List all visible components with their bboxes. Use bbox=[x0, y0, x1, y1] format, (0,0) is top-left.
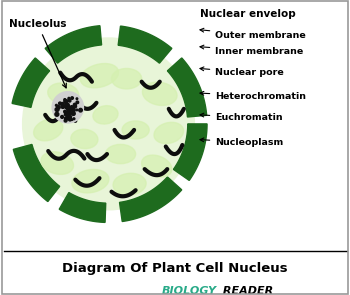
Circle shape bbox=[66, 105, 70, 109]
Ellipse shape bbox=[105, 144, 136, 164]
Circle shape bbox=[64, 105, 67, 107]
Circle shape bbox=[65, 117, 68, 120]
Circle shape bbox=[71, 119, 73, 120]
Circle shape bbox=[57, 106, 60, 109]
Ellipse shape bbox=[41, 152, 74, 174]
Ellipse shape bbox=[142, 82, 177, 105]
Ellipse shape bbox=[93, 106, 118, 124]
Text: Nucleoplasm: Nucleoplasm bbox=[200, 138, 284, 147]
Circle shape bbox=[65, 111, 69, 115]
Circle shape bbox=[69, 107, 71, 110]
Circle shape bbox=[76, 98, 78, 99]
Circle shape bbox=[79, 108, 82, 112]
Circle shape bbox=[65, 100, 68, 102]
Circle shape bbox=[58, 102, 61, 105]
Circle shape bbox=[66, 107, 69, 109]
Polygon shape bbox=[13, 145, 60, 201]
Text: Diagram Of Plant Cell Nucleus: Diagram Of Plant Cell Nucleus bbox=[62, 263, 288, 276]
Circle shape bbox=[70, 116, 72, 118]
Circle shape bbox=[64, 119, 67, 122]
Circle shape bbox=[72, 106, 75, 108]
Circle shape bbox=[55, 112, 59, 116]
Circle shape bbox=[65, 118, 66, 120]
Circle shape bbox=[65, 103, 67, 105]
Ellipse shape bbox=[72, 169, 109, 193]
Ellipse shape bbox=[142, 155, 172, 177]
Text: Heterochromatin: Heterochromatin bbox=[200, 91, 306, 101]
Circle shape bbox=[73, 118, 75, 120]
Circle shape bbox=[69, 118, 71, 120]
Circle shape bbox=[65, 105, 67, 108]
Polygon shape bbox=[118, 26, 172, 63]
Circle shape bbox=[69, 111, 71, 114]
Text: Outer membrane: Outer membrane bbox=[200, 28, 306, 40]
Circle shape bbox=[68, 97, 70, 99]
Circle shape bbox=[66, 106, 68, 108]
Text: BIOLOGY: BIOLOGY bbox=[162, 286, 217, 295]
Circle shape bbox=[72, 112, 75, 115]
Circle shape bbox=[66, 107, 69, 109]
Circle shape bbox=[55, 108, 59, 112]
Circle shape bbox=[69, 100, 71, 102]
Circle shape bbox=[69, 107, 72, 110]
Circle shape bbox=[66, 103, 69, 107]
Ellipse shape bbox=[34, 119, 63, 141]
Circle shape bbox=[66, 106, 70, 109]
Ellipse shape bbox=[113, 173, 146, 195]
Circle shape bbox=[55, 104, 57, 106]
Polygon shape bbox=[167, 58, 207, 117]
Ellipse shape bbox=[112, 68, 142, 89]
Circle shape bbox=[69, 113, 71, 116]
Circle shape bbox=[74, 103, 76, 106]
Circle shape bbox=[67, 106, 69, 108]
Polygon shape bbox=[12, 58, 50, 107]
Circle shape bbox=[64, 99, 66, 101]
Text: Nucleolus: Nucleolus bbox=[9, 19, 66, 88]
Circle shape bbox=[74, 105, 77, 108]
Ellipse shape bbox=[154, 122, 183, 144]
Circle shape bbox=[67, 106, 69, 108]
Circle shape bbox=[64, 110, 66, 113]
Circle shape bbox=[67, 110, 70, 113]
Circle shape bbox=[71, 97, 74, 99]
Polygon shape bbox=[45, 26, 102, 63]
Text: READER: READER bbox=[219, 286, 273, 295]
Circle shape bbox=[23, 38, 194, 210]
Circle shape bbox=[66, 106, 68, 108]
Circle shape bbox=[76, 109, 78, 111]
Circle shape bbox=[68, 99, 70, 101]
Circle shape bbox=[66, 106, 68, 108]
Circle shape bbox=[65, 106, 67, 108]
Text: Nuclear envelop: Nuclear envelop bbox=[199, 9, 295, 19]
Ellipse shape bbox=[48, 83, 79, 104]
Polygon shape bbox=[120, 177, 182, 222]
Text: Inner membrane: Inner membrane bbox=[200, 45, 303, 56]
Circle shape bbox=[72, 109, 75, 112]
Ellipse shape bbox=[122, 121, 149, 139]
Circle shape bbox=[66, 115, 69, 118]
Circle shape bbox=[64, 113, 68, 116]
Circle shape bbox=[64, 100, 67, 103]
Text: Nuclear pore: Nuclear pore bbox=[200, 67, 284, 77]
Ellipse shape bbox=[80, 63, 119, 88]
Circle shape bbox=[61, 116, 64, 118]
Circle shape bbox=[70, 106, 72, 108]
Circle shape bbox=[76, 101, 79, 104]
Circle shape bbox=[69, 108, 72, 110]
Circle shape bbox=[68, 107, 71, 110]
Circle shape bbox=[67, 107, 69, 109]
Circle shape bbox=[52, 92, 84, 123]
Text: Euchromatin: Euchromatin bbox=[200, 113, 283, 122]
Circle shape bbox=[69, 109, 72, 111]
Polygon shape bbox=[59, 193, 106, 222]
Circle shape bbox=[61, 102, 64, 106]
Ellipse shape bbox=[71, 129, 98, 149]
Circle shape bbox=[68, 118, 71, 121]
Circle shape bbox=[61, 105, 65, 108]
Polygon shape bbox=[174, 124, 207, 181]
